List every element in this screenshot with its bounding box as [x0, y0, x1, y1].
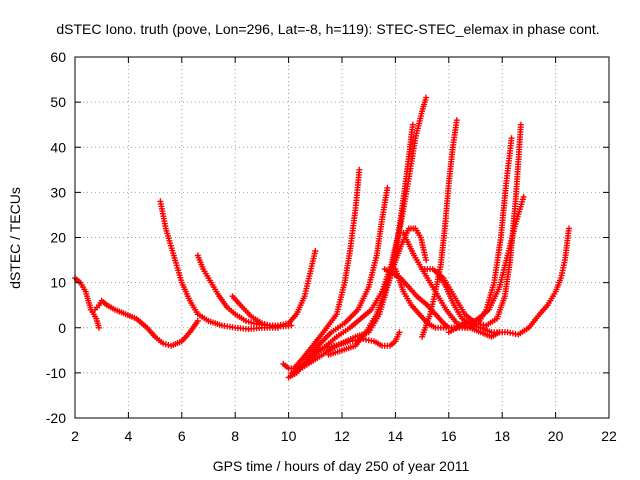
- series-arc-1: [72, 275, 102, 331]
- series-arc-6: [280, 166, 363, 372]
- y-tick-label: 40: [50, 139, 66, 155]
- y-tick-label: 60: [50, 49, 66, 65]
- x-tick-label: 2: [71, 428, 79, 444]
- x-tick-label: 6: [178, 428, 186, 444]
- x-tick-label: 10: [281, 428, 297, 444]
- data-point-marker: [409, 121, 416, 128]
- data-point-marker: [508, 135, 515, 142]
- x-tick-label: 22: [601, 428, 617, 444]
- chart-title: dSTEC Iono. truth (pove, Lon=296, Lat=-8…: [56, 21, 599, 37]
- series-arc-10: [312, 329, 403, 354]
- y-axis-label: dSTEC / TECUs: [7, 187, 23, 289]
- data-point-marker: [566, 225, 572, 232]
- series-arc-18: [453, 225, 572, 340]
- y-tick-label: 50: [50, 94, 66, 110]
- data-point-marker: [423, 257, 430, 264]
- y-tick-label: -20: [46, 410, 66, 426]
- data-point-marker: [194, 318, 201, 324]
- x-tick-label: 18: [494, 428, 510, 444]
- data-point-marker: [312, 248, 319, 254]
- x-tick-label: 20: [548, 428, 564, 444]
- x-tick-label: 14: [388, 428, 404, 444]
- x-axis-label: GPS time / hours of day 250 of year 2011: [213, 458, 470, 474]
- data-point-marker: [520, 193, 527, 200]
- data-point-marker: [423, 94, 430, 101]
- series-arc-5: [229, 293, 295, 330]
- y-tick-label: 0: [58, 320, 66, 336]
- axis-ticks: 2 4 6 8 10 12 14 16 18 20 22 -20 -10 0 10 20 30 40 50 60: [46, 49, 617, 444]
- y-tick-label: 10: [50, 275, 66, 291]
- data-point-marker: [499, 329, 506, 336]
- series-arc-14: [419, 117, 460, 340]
- x-tick-label: 4: [125, 428, 133, 444]
- series-arc-2: [92, 297, 201, 349]
- data-point-marker: [396, 329, 403, 336]
- x-tick-label: 12: [334, 428, 350, 444]
- series-arc-17: [435, 193, 527, 327]
- data-point-marker: [384, 184, 391, 191]
- data-point-marker: [288, 322, 295, 329]
- y-tick-label: 20: [50, 230, 66, 246]
- data-point-marker: [96, 324, 102, 331]
- x-tick-label: 16: [441, 428, 457, 444]
- y-tick-label: 30: [50, 184, 66, 200]
- y-tick-label: -10: [46, 365, 66, 381]
- series-arc-19: [445, 320, 506, 336]
- x-tick-label: 8: [231, 428, 239, 444]
- data-point-marker: [453, 117, 460, 124]
- data-series: [72, 94, 572, 381]
- data-point-marker: [517, 121, 524, 128]
- data-point-marker: [242, 318, 249, 324]
- data-point-marker: [356, 166, 363, 173]
